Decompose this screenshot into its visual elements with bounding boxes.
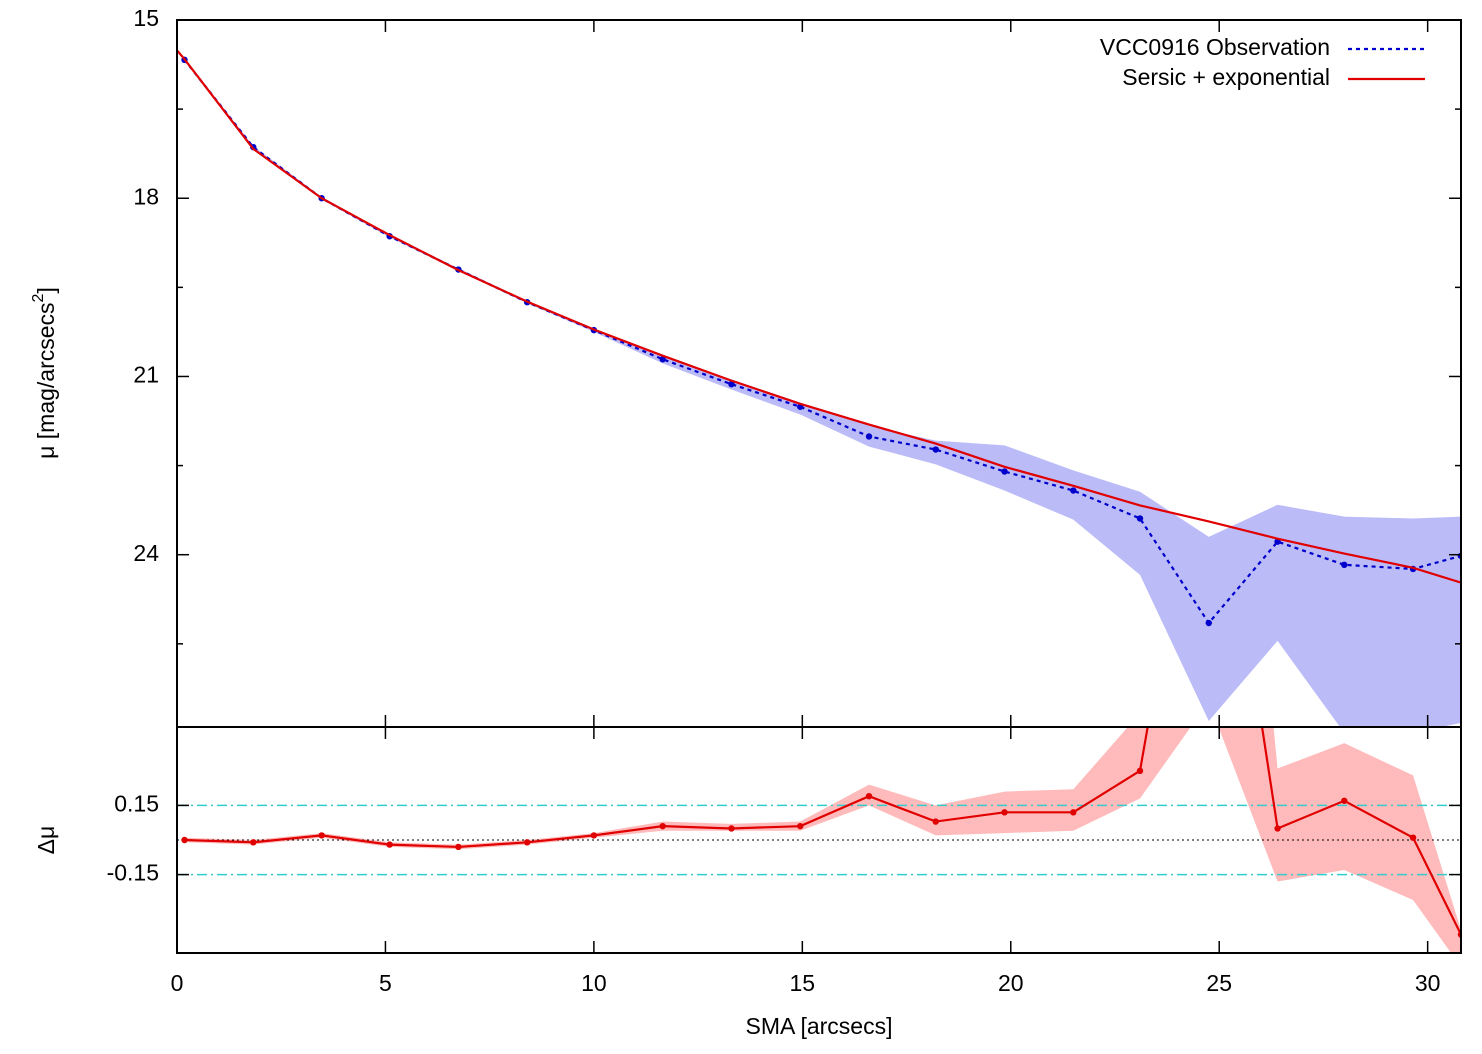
data-point <box>386 841 393 848</box>
data-point <box>1136 767 1144 775</box>
data-point <box>455 843 462 851</box>
data-point <box>1205 619 1212 627</box>
x-tick-label: 5 <box>379 970 392 996</box>
y-axis-label: μ [mag/arcsecs2] <box>30 287 59 459</box>
data-point <box>728 825 735 832</box>
data-point <box>659 822 666 830</box>
y-axis-label: Δμ <box>33 826 59 855</box>
legend-label: Sersic + exponential <box>1122 64 1330 90</box>
data-point <box>1070 809 1077 816</box>
y-label-sup: 2 <box>30 293 47 302</box>
data-point <box>1206 376 1212 382</box>
series-line <box>177 49 1461 584</box>
y-tick-label: 0.15 <box>114 790 159 816</box>
series-line <box>184 727 1461 936</box>
data-point <box>659 356 666 363</box>
data-point <box>1001 468 1008 475</box>
data-point <box>1341 561 1348 569</box>
x-tick-label: 30 <box>1415 970 1441 996</box>
x-tick-label: 25 <box>1206 970 1232 996</box>
plot-frame <box>176 726 1462 954</box>
data-point <box>865 792 873 800</box>
error-band <box>184 59 1461 727</box>
y-label-end: ] <box>33 287 59 293</box>
data-point <box>590 832 598 839</box>
y-tick-label: 21 <box>133 362 159 388</box>
data-point <box>797 822 804 830</box>
y-tick-label: 15 <box>133 5 159 31</box>
data-point <box>1341 797 1348 804</box>
error-band <box>184 727 1461 953</box>
y-tick-label: -0.15 <box>107 860 159 886</box>
data-point <box>932 446 939 453</box>
data-point <box>1136 515 1144 522</box>
y-tick-label: 24 <box>133 540 159 566</box>
plot-area <box>177 49 1461 727</box>
data-point <box>728 380 735 388</box>
data-point <box>1274 825 1281 832</box>
data-point <box>932 818 939 825</box>
x-tick-label: 20 <box>998 970 1024 996</box>
data-point <box>181 836 188 844</box>
data-point <box>1001 809 1008 816</box>
data-point <box>865 433 873 440</box>
x-tick-label: 10 <box>581 970 607 996</box>
data-point <box>1409 834 1417 841</box>
x-tick-label: 0 <box>171 970 184 996</box>
y-tick-label: 18 <box>133 183 159 209</box>
legend-label: VCC0916 Observation <box>1100 34 1330 60</box>
plot-area <box>177 376 1461 953</box>
data-point <box>318 832 325 839</box>
data-point <box>250 839 257 846</box>
x-tick-label: 15 <box>790 970 816 996</box>
y-label-main: μ [mag/arcsecs <box>33 302 59 458</box>
x-axis-label: SMA [arcsecs] <box>746 1013 893 1039</box>
data-point <box>1070 487 1077 494</box>
data-point <box>523 839 531 846</box>
